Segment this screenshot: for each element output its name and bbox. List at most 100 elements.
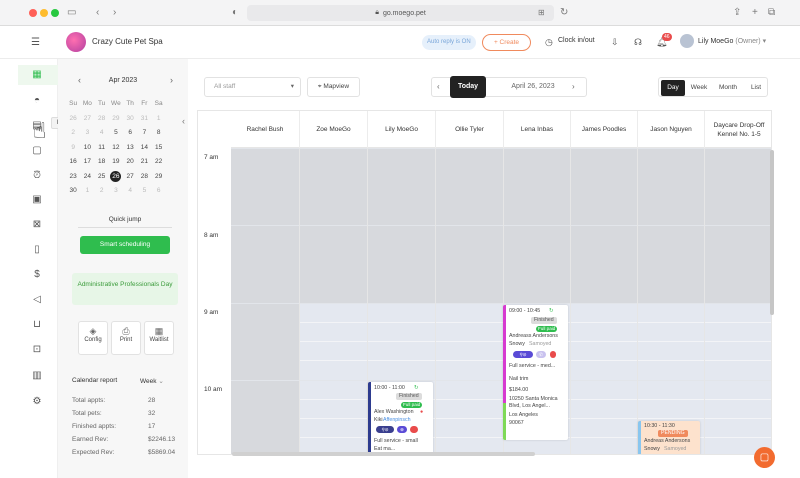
- horizontal-scrollbar[interactable]: [232, 452, 535, 456]
- messages-icon[interactable]: ▢: [32, 145, 42, 156]
- calendar-day[interactable]: 14: [140, 143, 148, 151]
- headset-icon[interactable]: ☊: [634, 37, 642, 47]
- forward-icon[interactable]: ›: [113, 7, 117, 18]
- collapse-panel-icon[interactable]: ‹: [182, 116, 185, 126]
- calendar-day[interactable]: 4: [99, 129, 104, 136]
- prev-day-icon[interactable]: ‹: [437, 82, 440, 91]
- clock-in-out-button[interactable]: Clock in/out: [558, 37, 595, 44]
- current-date[interactable]: April 26, 2023: [511, 83, 555, 90]
- calendar-day[interactable]: 28: [140, 172, 148, 180]
- calendar-day[interactable]: 29: [112, 114, 120, 122]
- staff-select[interactable]: All staff ▾: [204, 77, 301, 97]
- report-range-select[interactable]: Week ⌄: [140, 377, 164, 385]
- reload-icon[interactable]: ↻: [560, 7, 569, 18]
- create-button[interactable]: + Create: [482, 34, 531, 51]
- minimize-window-button[interactable]: [40, 9, 48, 17]
- appointment-card[interactable]: 09:00 - 10:45 ↻ Finished Full paid Andre…: [503, 305, 568, 440]
- calendar-day[interactable]: 4: [128, 187, 132, 194]
- calendar-day[interactable]: 28: [98, 114, 106, 122]
- calendar-day[interactable]: 6: [128, 129, 132, 136]
- calendar-day[interactable]: 29: [155, 172, 163, 180]
- calendar-day[interactable]: 30: [69, 187, 77, 194]
- calendar-day[interactable]: 25: [98, 172, 106, 180]
- calendar-day[interactable]: 15: [155, 143, 163, 151]
- alarm-icon[interactable]: ⏰︎: [33, 170, 41, 181]
- settings-gear-icon[interactable]: ⚙︎: [32, 396, 42, 407]
- calendar-day[interactable]: 27: [83, 114, 91, 122]
- calendar-day[interactable]: 10: [83, 143, 91, 151]
- tab-month[interactable]: Month: [718, 84, 738, 91]
- calendar-day[interactable]: 11: [98, 143, 105, 151]
- tab-week[interactable]: Week: [690, 84, 708, 91]
- calendar-day[interactable]: 1: [85, 187, 90, 194]
- calendar-day[interactable]: 5: [142, 187, 147, 194]
- menu-icon[interactable]: ☰: [31, 37, 40, 48]
- calendar-day[interactable]: 22: [155, 158, 163, 165]
- calendar-day-selected[interactable]: 26: [109, 170, 123, 185]
- calendar-day[interactable]: 24: [83, 172, 91, 180]
- calendar-day[interactable]: 2: [71, 129, 75, 136]
- retail-icon[interactable]: ▤: [32, 120, 42, 131]
- calendar-day[interactable]: 7: [142, 129, 147, 136]
- calendar-day[interactable]: 18: [98, 158, 106, 165]
- calendar-day[interactable]: 1: [156, 114, 161, 122]
- address-bar[interactable]: 🔒︎ go.moego.pet: [247, 5, 554, 21]
- briefcase-icon[interactable]: ▣: [32, 194, 42, 205]
- tab-list[interactable]: List: [750, 84, 762, 91]
- chat-support-button[interactable]: ▢: [754, 447, 775, 468]
- grooming-icon[interactable]: ◓: [33, 95, 41, 106]
- maximize-window-button[interactable]: [51, 9, 59, 17]
- calendar-day[interactable]: 20: [126, 158, 134, 165]
- appointment-card[interactable]: 10:00 - 11:00 ↻ Finished Full paid Alex …: [368, 382, 433, 454]
- megaphone-icon[interactable]: ◁: [33, 294, 41, 305]
- vertical-scrollbar[interactable]: [770, 150, 774, 315]
- clients-icon[interactable]: ⊠: [32, 219, 42, 230]
- appointment-card[interactable]: 10:30 - 11:30 PENDING Andreas Andersons …: [638, 421, 700, 454]
- prev-month-icon[interactable]: ‹: [78, 75, 81, 85]
- avatar[interactable]: [680, 34, 694, 48]
- config-button[interactable]: ◈ Config: [78, 321, 108, 355]
- new-tab-icon[interactable]: +: [752, 7, 758, 18]
- waitlist-button[interactable]: ▦ Waitlist: [144, 321, 174, 355]
- calendar-day[interactable]: 6: [156, 187, 161, 194]
- calendar-day[interactable]: 21: [140, 158, 148, 165]
- basket-icon[interactable]: ⊔: [33, 319, 41, 330]
- calendar-day[interactable]: 23: [69, 172, 77, 180]
- today-button[interactable]: Today: [450, 76, 486, 98]
- calendar-day[interactable]: 26: [69, 114, 77, 122]
- next-month-icon[interactable]: ›: [170, 75, 173, 85]
- calendar-day[interactable]: 19: [112, 158, 120, 165]
- next-day-icon[interactable]: ›: [572, 82, 575, 91]
- reports-icon[interactable]: ▥: [32, 370, 42, 381]
- download-icon[interactable]: ⇩: [611, 37, 619, 47]
- bell-icon[interactable]: 🔔︎: [656, 37, 668, 47]
- calendar-day[interactable]: 5: [114, 129, 118, 136]
- tabs-overview-icon[interactable]: ⧉: [768, 7, 776, 18]
- payments-icon[interactable]: $: [34, 269, 40, 280]
- calendar-day[interactable]: 2: [99, 187, 104, 194]
- translate-icon[interactable]: ⊞: [538, 8, 545, 17]
- calendar-day[interactable]: 13: [126, 143, 134, 151]
- smart-scheduling-button[interactable]: Smart scheduling: [80, 236, 170, 254]
- user-menu[interactable]: Lily MoeGo (Owner) ▾: [698, 37, 766, 45]
- quick-jump-link[interactable]: Quick jump: [78, 216, 172, 228]
- mapview-button[interactable]: ⌖ Mapview: [307, 77, 360, 97]
- share-icon[interactable]: ⇪: [733, 7, 742, 18]
- auto-reply-badge[interactable]: Auto reply is ON: [422, 35, 476, 50]
- calendar-day[interactable]: 3: [114, 187, 118, 194]
- calendar-day[interactable]: 31: [140, 114, 148, 122]
- document-icon[interactable]: ▯: [34, 244, 40, 255]
- calendar-day[interactable]: 16: [69, 158, 77, 165]
- sidebar-toggle-icon[interactable]: ▭: [67, 7, 77, 18]
- calendar-day[interactable]: 9: [71, 143, 75, 151]
- calendar-day[interactable]: 17: [83, 158, 91, 165]
- back-icon[interactable]: ‹: [96, 7, 100, 18]
- calendar-day[interactable]: 27: [126, 172, 134, 180]
- calendar-day[interactable]: 12: [112, 143, 120, 151]
- calendar-icon[interactable]: ▦: [32, 69, 42, 80]
- calendar-day[interactable]: 30: [126, 114, 134, 122]
- inbox-icon[interactable]: ⊡: [32, 344, 42, 355]
- close-window-button[interactable]: [29, 9, 37, 17]
- print-button[interactable]: ⎙ Print: [111, 321, 141, 355]
- calendar-day[interactable]: 8: [156, 129, 161, 136]
